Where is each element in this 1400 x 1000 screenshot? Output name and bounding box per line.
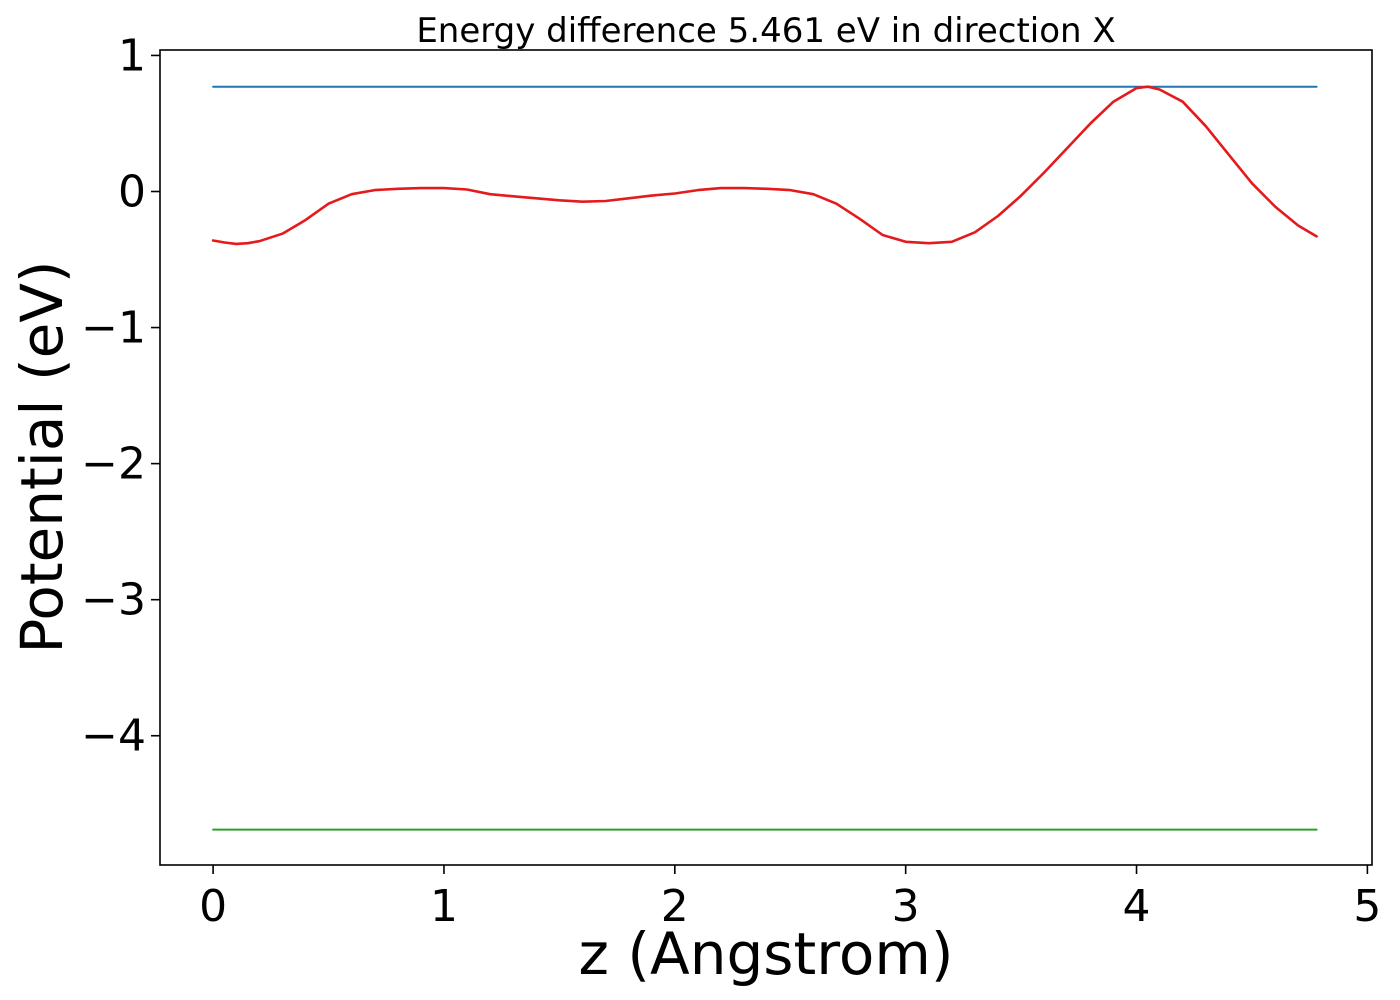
- x-tick-label: 0: [199, 881, 227, 932]
- y-axis-ticks: 1 0 −1 −2 −3 −4: [81, 30, 160, 762]
- plot-frame: [159, 49, 1373, 866]
- x-tick-label: 4: [1123, 881, 1151, 932]
- x-axis-title: z (Angstrom): [579, 920, 954, 988]
- series-line-2: [211, 85, 1318, 246]
- y-tick-label: 0: [118, 167, 146, 218]
- x-tick-label: 1: [430, 881, 458, 932]
- x-tick-label: 5: [1353, 881, 1381, 932]
- plot-background: [160, 50, 1372, 865]
- y-tick-label: 1: [118, 30, 146, 81]
- x-axis-ticks: 0 1 2 3 4 5: [199, 865, 1381, 932]
- y-tick-label: −4: [81, 711, 146, 762]
- x-tick-label: 2: [661, 881, 689, 932]
- x-tick-label: 3: [892, 881, 920, 932]
- y-tick-label: −1: [81, 303, 146, 354]
- y-tick-label: −3: [81, 575, 146, 626]
- y-axis-title: Potential (eV): [8, 260, 76, 653]
- y-tick-label: −2: [81, 439, 146, 490]
- chart-title: Energy difference 5.461 eV in direction …: [416, 11, 1115, 51]
- series-layer: [211, 85, 1318, 831]
